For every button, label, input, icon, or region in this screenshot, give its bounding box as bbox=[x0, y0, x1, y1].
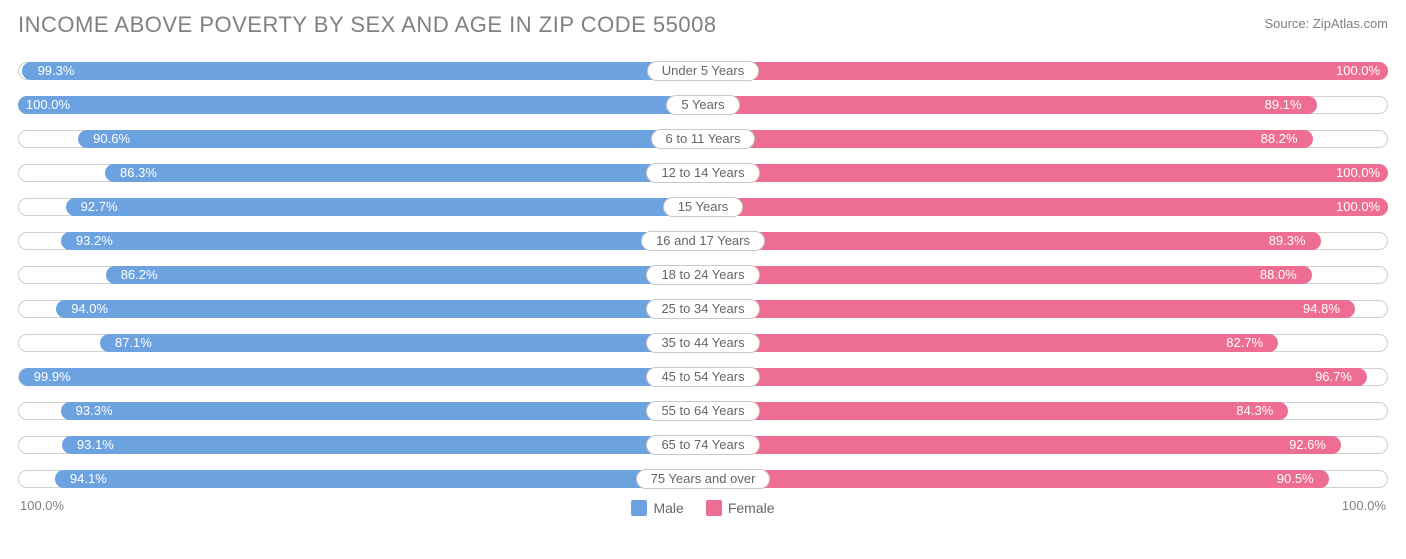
female-value: 88.2% bbox=[1261, 130, 1298, 148]
category-label: 25 to 34 Years bbox=[646, 299, 759, 319]
butterfly-chart: 99.3% Under 5 Years 100.0% 100.0% 5 Years 89.… bbox=[18, 56, 1388, 494]
chart-row: 93.1% 65 to 74 Years 92.6% bbox=[18, 430, 1388, 460]
chart-row: 100.0% 5 Years 89.1% bbox=[18, 90, 1388, 120]
female-value: 92.6% bbox=[1289, 436, 1326, 454]
male-value: 99.9% bbox=[34, 368, 71, 386]
male-side: 94.0% bbox=[18, 297, 652, 321]
category-label: 35 to 44 Years bbox=[646, 333, 759, 353]
female-value: 90.5% bbox=[1277, 470, 1314, 488]
female-side: 96.7% bbox=[754, 365, 1388, 389]
legend-female: Female bbox=[706, 500, 775, 516]
legend: Male Female bbox=[18, 500, 1388, 516]
chart-source: Source: ZipAtlas.com bbox=[1264, 12, 1388, 31]
female-side: 84.3% bbox=[754, 399, 1388, 423]
male-side: 87.1% bbox=[18, 331, 652, 355]
male-side: 100.0% bbox=[18, 93, 672, 117]
chart-row: 99.9% 45 to 54 Years 96.7% bbox=[18, 362, 1388, 392]
female-side: 94.8% bbox=[754, 297, 1388, 321]
category-label: Under 5 Years bbox=[647, 61, 759, 81]
category-label: 5 Years bbox=[666, 95, 739, 115]
chart-row: 92.7% 15 Years 100.0% bbox=[18, 192, 1388, 222]
male-side: 86.2% bbox=[18, 263, 652, 287]
category-label: 75 Years and over bbox=[636, 469, 771, 489]
male-side: 92.7% bbox=[18, 195, 669, 219]
male-value: 90.6% bbox=[93, 130, 130, 148]
male-value: 86.2% bbox=[121, 266, 158, 284]
female-side: 89.1% bbox=[734, 93, 1388, 117]
male-value: 100.0% bbox=[26, 96, 70, 114]
legend-female-label: Female bbox=[728, 500, 775, 516]
female-value: 89.3% bbox=[1269, 232, 1306, 250]
male-value: 93.3% bbox=[76, 402, 113, 420]
chart-header: INCOME ABOVE POVERTY BY SEX AND AGE IN Z… bbox=[18, 12, 1388, 38]
male-side: 93.3% bbox=[18, 399, 652, 423]
chart-footer: 100.0% 100.0% Male Female bbox=[18, 498, 1388, 513]
male-value: 94.1% bbox=[70, 470, 107, 488]
chart-row: 99.3% Under 5 Years 100.0% bbox=[18, 56, 1388, 86]
chart-row: 93.2% 16 and 17 Years 89.3% bbox=[18, 226, 1388, 256]
male-side: 94.1% bbox=[18, 467, 642, 491]
category-label: 65 to 74 Years bbox=[646, 435, 759, 455]
female-value: 82.7% bbox=[1226, 334, 1263, 352]
category-label: 18 to 24 Years bbox=[646, 265, 759, 285]
legend-male: Male bbox=[631, 500, 683, 516]
male-side: 93.2% bbox=[18, 229, 647, 253]
female-side: 82.7% bbox=[754, 331, 1388, 355]
chart-row: 94.1% 75 Years and over 90.5% bbox=[18, 464, 1388, 494]
female-side: 100.0% bbox=[754, 161, 1388, 185]
chart-row: 93.3% 55 to 64 Years 84.3% bbox=[18, 396, 1388, 426]
female-value: 96.7% bbox=[1315, 368, 1352, 386]
male-side: 86.3% bbox=[18, 161, 652, 185]
female-side: 88.0% bbox=[754, 263, 1388, 287]
male-swatch bbox=[631, 500, 647, 516]
female-value: 100.0% bbox=[1336, 198, 1380, 216]
female-side: 89.3% bbox=[759, 229, 1388, 253]
chart-title: INCOME ABOVE POVERTY BY SEX AND AGE IN Z… bbox=[18, 12, 717, 38]
female-swatch bbox=[706, 500, 722, 516]
male-value: 92.7% bbox=[81, 198, 118, 216]
category-label: 12 to 14 Years bbox=[646, 163, 759, 183]
chart-row: 86.2% 18 to 24 Years 88.0% bbox=[18, 260, 1388, 290]
female-value: 94.8% bbox=[1303, 300, 1340, 318]
legend-male-label: Male bbox=[653, 500, 683, 516]
female-side: 88.2% bbox=[749, 127, 1388, 151]
chart-row: 90.6% 6 to 11 Years 88.2% bbox=[18, 124, 1388, 154]
male-side: 99.3% bbox=[18, 59, 653, 83]
category-label: 6 to 11 Years bbox=[651, 129, 756, 149]
category-label: 45 to 54 Years bbox=[646, 367, 759, 387]
male-value: 87.1% bbox=[115, 334, 152, 352]
male-side: 90.6% bbox=[18, 127, 657, 151]
male-value: 86.3% bbox=[120, 164, 157, 182]
male-value: 93.1% bbox=[77, 436, 114, 454]
female-value: 89.1% bbox=[1265, 96, 1302, 114]
chart-row: 94.0% 25 to 34 Years 94.8% bbox=[18, 294, 1388, 324]
category-label: 15 Years bbox=[663, 197, 744, 217]
female-value: 100.0% bbox=[1336, 164, 1380, 182]
category-label: 55 to 64 Years bbox=[646, 401, 759, 421]
chart-row: 86.3% 12 to 14 Years 100.0% bbox=[18, 158, 1388, 188]
male-value: 94.0% bbox=[71, 300, 108, 318]
female-side: 100.0% bbox=[753, 59, 1388, 83]
female-value: 88.0% bbox=[1260, 266, 1297, 284]
male-value: 93.2% bbox=[76, 232, 113, 250]
female-value: 100.0% bbox=[1336, 62, 1380, 80]
male-side: 93.1% bbox=[18, 433, 652, 457]
male-side: 99.9% bbox=[18, 365, 652, 389]
chart-row: 87.1% 35 to 44 Years 82.7% bbox=[18, 328, 1388, 358]
female-side: 100.0% bbox=[737, 195, 1388, 219]
category-label: 16 and 17 Years bbox=[641, 231, 765, 251]
female-value: 84.3% bbox=[1236, 402, 1273, 420]
female-side: 90.5% bbox=[764, 467, 1388, 491]
female-side: 92.6% bbox=[754, 433, 1388, 457]
male-value: 99.3% bbox=[38, 62, 75, 80]
